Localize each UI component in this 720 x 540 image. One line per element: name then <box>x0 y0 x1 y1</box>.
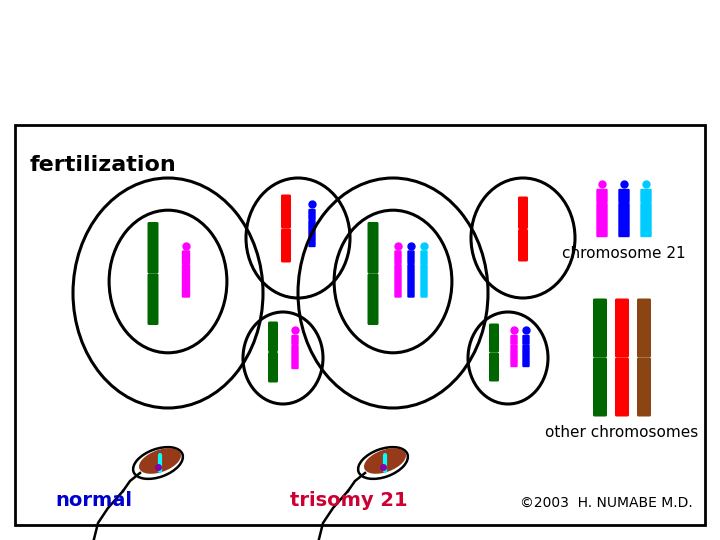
FancyBboxPatch shape <box>522 344 530 367</box>
FancyBboxPatch shape <box>518 197 528 229</box>
FancyBboxPatch shape <box>640 189 652 203</box>
FancyBboxPatch shape <box>593 299 607 357</box>
FancyBboxPatch shape <box>268 352 278 382</box>
FancyBboxPatch shape <box>637 357 651 416</box>
FancyBboxPatch shape <box>510 335 518 345</box>
FancyBboxPatch shape <box>281 228 291 262</box>
Bar <box>15 125 705 525</box>
Text: ©2003  H. NUMABE M.D.: ©2003 H. NUMABE M.D. <box>520 496 693 510</box>
FancyBboxPatch shape <box>489 353 499 381</box>
FancyBboxPatch shape <box>618 202 630 237</box>
FancyBboxPatch shape <box>308 209 315 220</box>
FancyBboxPatch shape <box>510 344 518 367</box>
FancyBboxPatch shape <box>148 222 158 273</box>
FancyBboxPatch shape <box>408 264 415 298</box>
FancyBboxPatch shape <box>181 264 190 298</box>
FancyBboxPatch shape <box>637 299 651 357</box>
Text: chromosome 21: chromosome 21 <box>562 246 686 261</box>
FancyBboxPatch shape <box>489 323 499 353</box>
FancyBboxPatch shape <box>395 251 402 264</box>
FancyBboxPatch shape <box>518 229 528 261</box>
FancyBboxPatch shape <box>420 251 428 264</box>
Ellipse shape <box>139 448 181 474</box>
Text: fertilization: fertilization <box>30 155 176 175</box>
FancyBboxPatch shape <box>148 273 158 325</box>
FancyBboxPatch shape <box>615 357 629 416</box>
FancyBboxPatch shape <box>367 273 379 325</box>
FancyBboxPatch shape <box>395 264 402 298</box>
FancyBboxPatch shape <box>640 202 652 237</box>
FancyBboxPatch shape <box>596 202 608 237</box>
FancyBboxPatch shape <box>367 222 379 273</box>
FancyBboxPatch shape <box>408 251 415 264</box>
FancyBboxPatch shape <box>615 299 629 357</box>
FancyBboxPatch shape <box>292 335 299 345</box>
FancyBboxPatch shape <box>522 335 530 345</box>
Text: normal: normal <box>55 491 132 510</box>
FancyBboxPatch shape <box>281 194 291 228</box>
FancyBboxPatch shape <box>420 264 428 298</box>
FancyBboxPatch shape <box>596 189 608 203</box>
FancyBboxPatch shape <box>181 251 190 264</box>
FancyBboxPatch shape <box>308 220 315 247</box>
FancyBboxPatch shape <box>268 321 278 352</box>
FancyBboxPatch shape <box>618 189 630 203</box>
Ellipse shape <box>364 448 406 474</box>
Text: trisomy 21: trisomy 21 <box>290 491 408 510</box>
FancyBboxPatch shape <box>292 345 299 369</box>
Text: other chromosomes: other chromosomes <box>545 425 698 440</box>
FancyBboxPatch shape <box>593 357 607 416</box>
